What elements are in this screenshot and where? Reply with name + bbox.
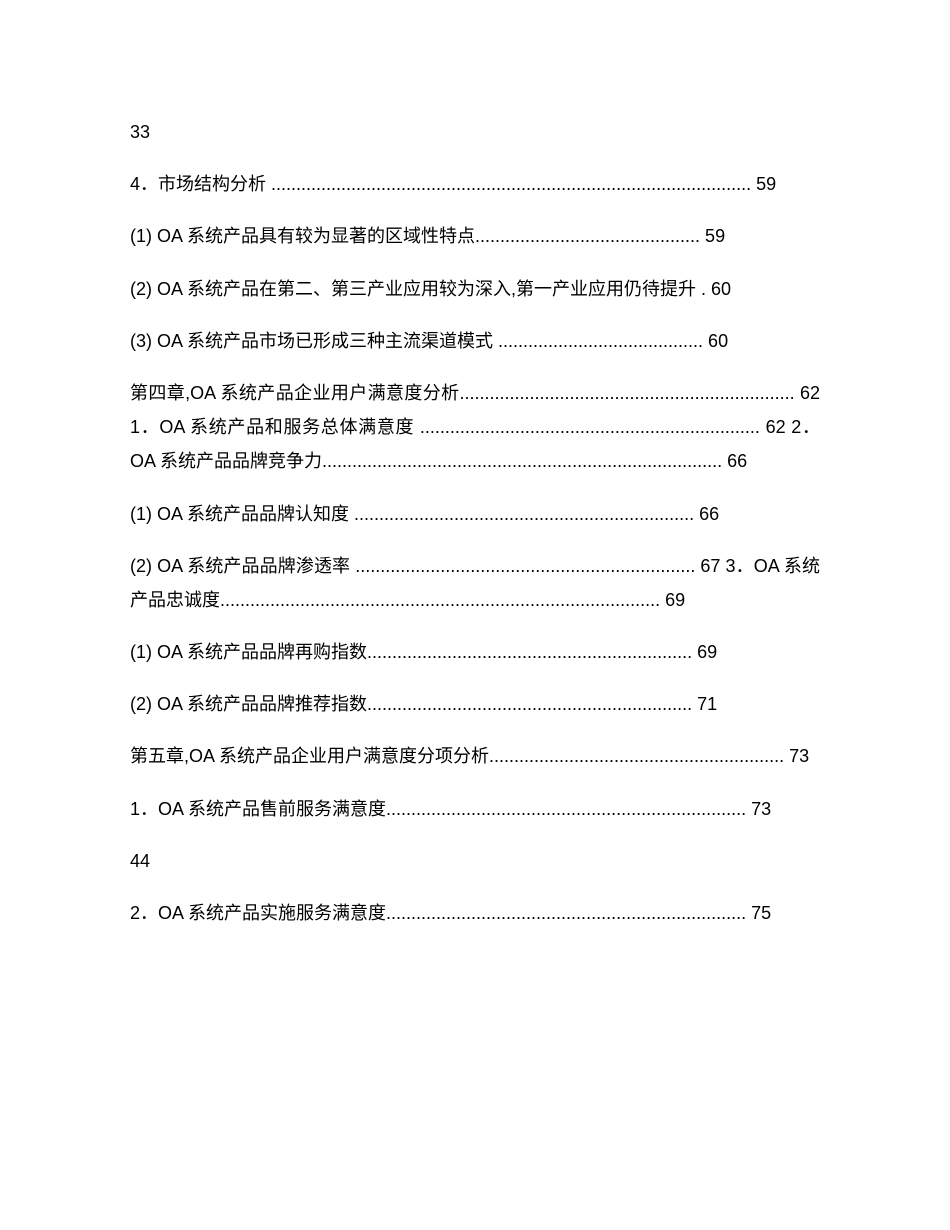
toc-entry: (1) OA 系统产品品牌再购指数.......................… — [130, 635, 820, 669]
toc-entry: 4．市场结构分析 ...............................… — [130, 167, 820, 201]
toc-entry: (2) OA 系统产品在第二、第三产业应用较为深入,第一产业应用仍待提升 . 6… — [130, 272, 820, 306]
toc-entry: 2．OA 系统产品实施服务满意度........................… — [130, 896, 820, 930]
toc-entry: (2) OA 系统产品品牌推荐指数.......................… — [130, 687, 820, 721]
toc-entry: (1) OA 系统产品品牌认知度 .......................… — [130, 497, 820, 531]
toc-entry: (2) OA 系统产品品牌渗透率 .......................… — [130, 549, 820, 617]
toc-entry: (1) OA 系统产品具有较为显著的区域性特点.................… — [130, 219, 820, 253]
toc-entry: 第五章,OA 系统产品企业用户满意度分项分析..................… — [130, 739, 820, 773]
page-marker-bottom: 44 — [130, 844, 820, 878]
toc-entry: 第四章,OA 系统产品企业用户满意度分析....................… — [130, 376, 820, 479]
toc-entry: 1．OA 系统产品售前服务满意度........................… — [130, 792, 820, 826]
toc-entry: (3) OA 系统产品市场已形成三种主流渠道模式 ...............… — [130, 324, 820, 358]
page-marker-top: 33 — [130, 115, 820, 149]
